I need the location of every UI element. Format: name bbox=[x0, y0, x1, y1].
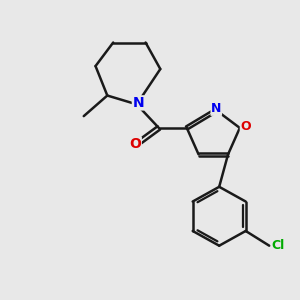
Text: N: N bbox=[132, 96, 144, 110]
Text: O: O bbox=[240, 120, 251, 133]
Text: N: N bbox=[211, 102, 221, 115]
Text: Cl: Cl bbox=[272, 239, 285, 252]
Text: O: O bbox=[129, 137, 141, 151]
